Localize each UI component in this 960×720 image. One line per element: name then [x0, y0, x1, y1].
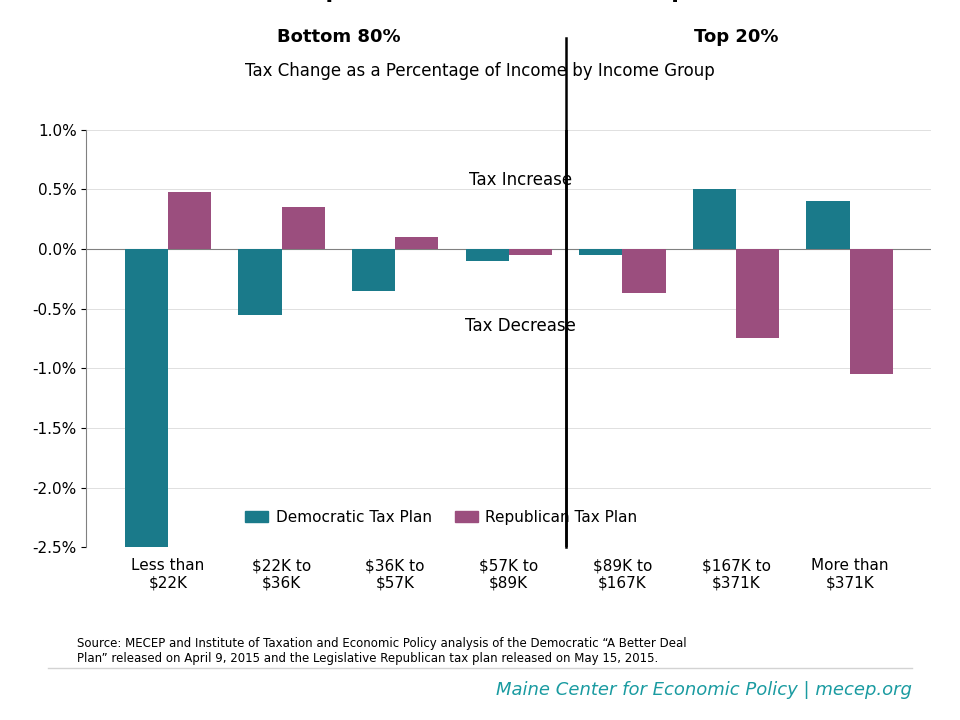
Text: Bottom 80%: Bottom 80%	[276, 28, 400, 46]
Bar	[352, 249, 396, 291]
Bar	[281, 207, 324, 249]
Text: Top 20%: Top 20%	[694, 28, 779, 46]
Bar	[850, 249, 893, 374]
Bar	[693, 189, 736, 249]
Bar	[622, 249, 665, 293]
Bar	[125, 249, 168, 547]
Bar	[736, 249, 780, 338]
Bar	[238, 249, 281, 315]
Bar	[396, 237, 439, 249]
Bar	[806, 201, 850, 249]
Bar	[466, 249, 509, 261]
Bar	[579, 249, 622, 255]
Bar	[168, 192, 211, 249]
Bar	[509, 249, 552, 255]
Text: Tax Decrease: Tax Decrease	[465, 318, 576, 336]
Text: Maine Center for Economic Policy | mecep.org: Maine Center for Economic Policy | mecep…	[496, 681, 912, 699]
Text: Tax Increase: Tax Increase	[468, 171, 572, 189]
Text: Source: MECEP and Institute of Taxation and Economic Policy analysis of the Demo: Source: MECEP and Institute of Taxation …	[77, 637, 686, 665]
Text: Tax Change as a Percentage of Income by Income Group: Tax Change as a Percentage of Income by …	[245, 62, 715, 80]
Title: Distributional Impacts of Democratic and Republican Tax Plans: Distributional Impacts of Democratic and…	[114, 0, 903, 1]
Legend: Democratic Tax Plan, Republican Tax Plan: Democratic Tax Plan, Republican Tax Plan	[239, 504, 643, 531]
